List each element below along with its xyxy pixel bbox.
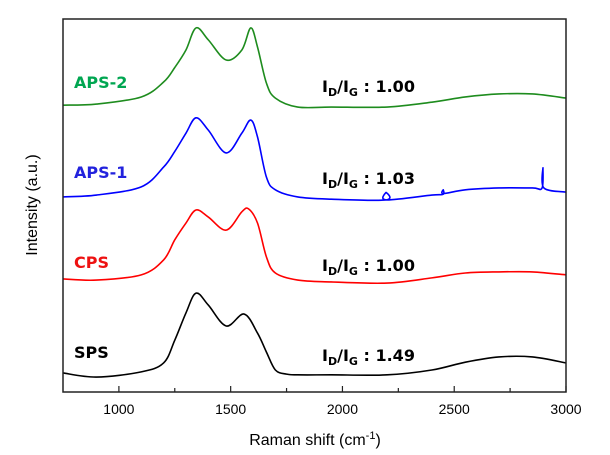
x-axis-label: Raman shift (cm-1) <box>249 430 381 449</box>
x-tick-label: 1500 <box>215 401 246 417</box>
series-line-aps-1 <box>62 117 567 202</box>
id-ig-ratio-label: ID/IG : 1.00 <box>322 256 415 278</box>
series-line-sps <box>62 292 567 378</box>
y-axis-label: Intensity (a.u.) <box>24 154 41 255</box>
series-line-aps-2 <box>62 26 567 109</box>
id-ig-ratio-label: ID/IG : 1.00 <box>322 77 415 99</box>
x-ticks: 1000 1500 2000 2500 3000 <box>103 386 582 417</box>
series-labels: APS-2 ID/IG : 1.00 APS-1 ID/IG : 1.03 CPS ID/… <box>74 73 415 368</box>
series-label: APS-2 <box>74 73 127 92</box>
plot-frame <box>62 18 567 393</box>
x-tick-label: 2000 <box>327 401 358 417</box>
series-line-cps <box>62 207 567 285</box>
x-tick-label: 1000 <box>103 401 134 417</box>
series-label: SPS <box>74 343 109 362</box>
series-curves <box>62 26 567 378</box>
series-label: CPS <box>74 253 109 272</box>
x-tick-label: 3000 <box>550 401 581 417</box>
id-ig-ratio-label: ID/IG : 1.49 <box>322 346 415 368</box>
id-ig-ratio-label: ID/IG : 1.03 <box>322 169 415 191</box>
x-tick-label: 2500 <box>439 401 470 417</box>
series-label: APS-1 <box>74 163 127 182</box>
